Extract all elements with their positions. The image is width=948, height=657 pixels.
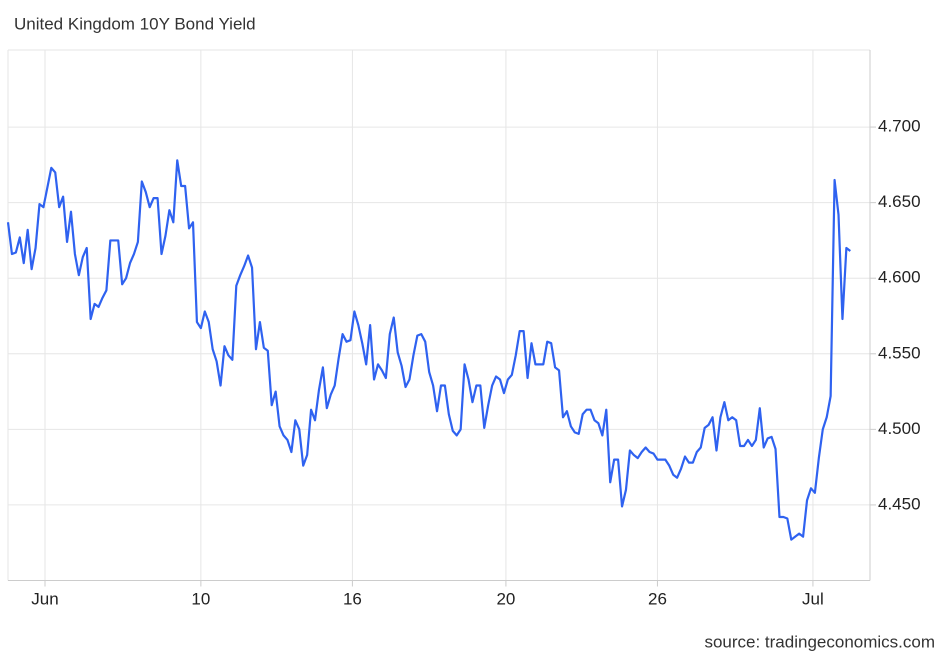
x-tick-label: 10 — [191, 589, 210, 608]
chart-title: United Kingdom 10Y Bond Yield — [14, 14, 256, 33]
x-tick-label: 20 — [496, 589, 515, 608]
x-tick-label: 26 — [648, 589, 667, 608]
y-tick-label: 4.550 — [878, 343, 921, 362]
y-tick-label: 4.450 — [878, 494, 921, 513]
y-tick-label: 4.600 — [878, 268, 921, 287]
y-tick-label: 4.700 — [878, 117, 921, 136]
source: source: tradingeconomics.com — [704, 632, 935, 651]
x-tick-label: 16 — [343, 589, 362, 608]
y-tick-label: 4.500 — [878, 419, 921, 438]
x-tick-label: Jul — [802, 589, 824, 608]
x-tick-label: Jun — [31, 589, 58, 608]
line-series — [6, 159, 851, 541]
y-tick-label: 4.650 — [878, 192, 921, 211]
